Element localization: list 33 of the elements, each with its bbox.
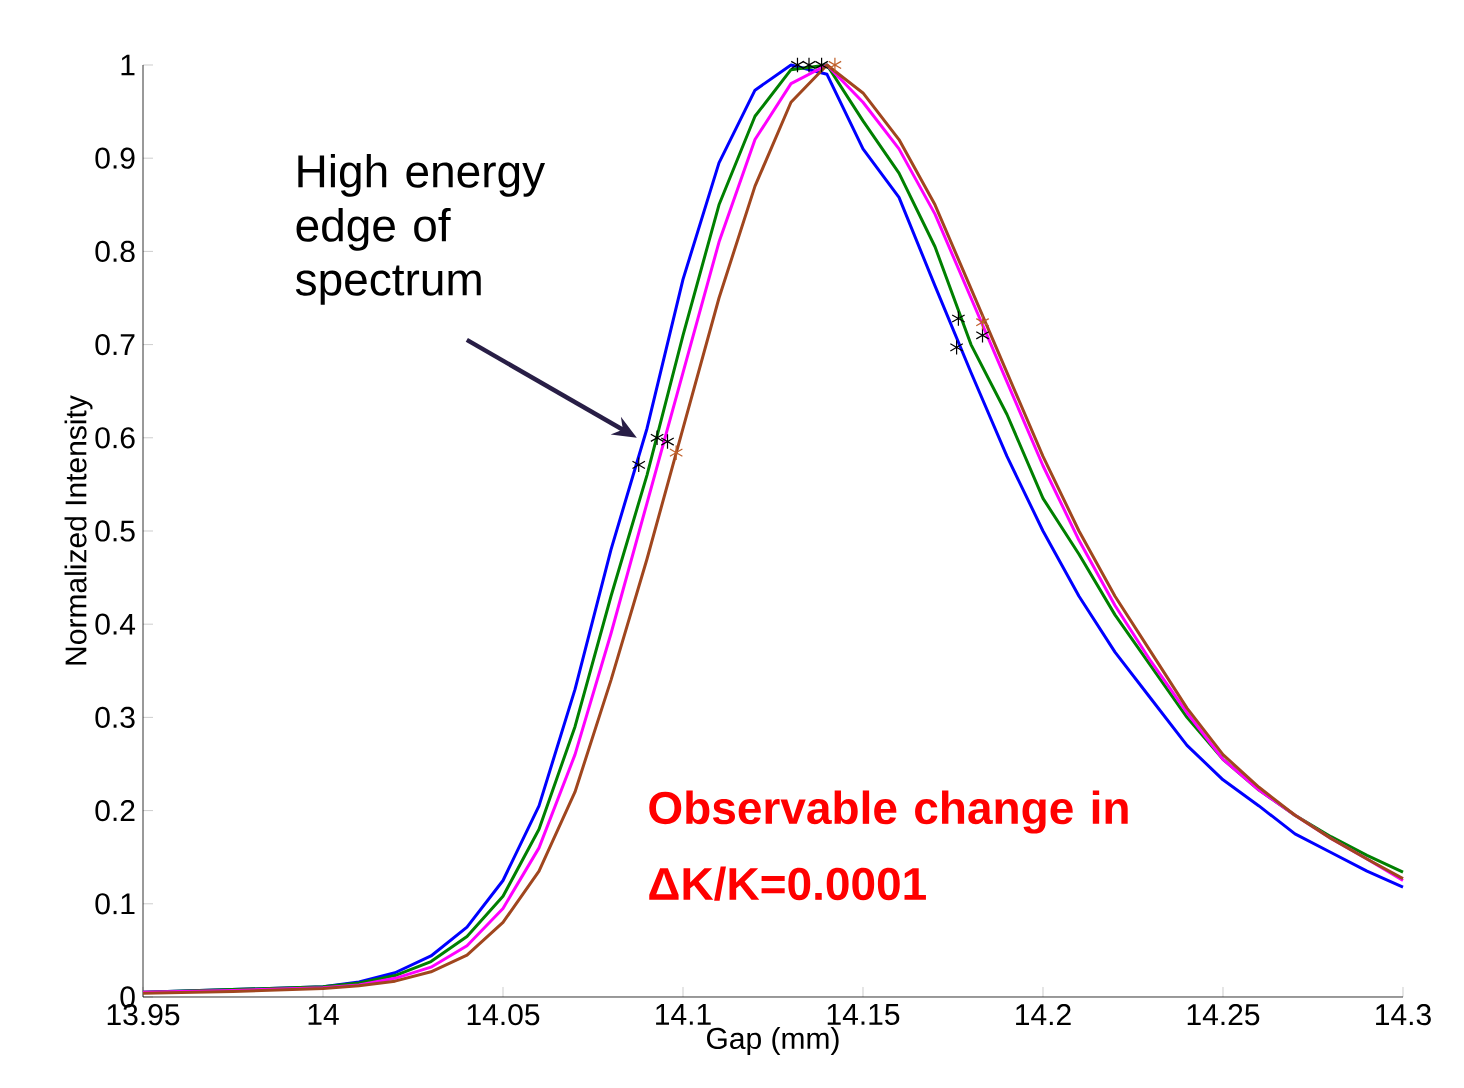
point <box>650 429 664 446</box>
point <box>669 444 683 461</box>
x-tick-label: 14.3 <box>1376 1004 1431 1026</box>
point <box>975 327 990 344</box>
point <box>975 314 990 331</box>
y-tick-label: 1 <box>121 54 135 76</box>
y-tick-label: 0.4 <box>95 613 136 635</box>
y-tick-label: 0.1 <box>95 893 135 915</box>
x-tick-label: 14 <box>308 1004 339 1025</box>
y-tick-label: 0.6 <box>95 427 135 449</box>
point <box>802 57 816 73</box>
point <box>631 457 646 473</box>
x-tick-label: 14.15 <box>827 1004 900 1025</box>
point <box>828 57 842 73</box>
y-axis-title: Normalized Intensity <box>64 395 93 665</box>
point <box>951 310 966 327</box>
point <box>814 57 829 73</box>
x-tick-label: 14.25 <box>1187 1004 1260 1026</box>
point <box>949 339 964 356</box>
x-tick-label: 14.1 <box>656 1004 711 1025</box>
x-tick-label: 14.2 <box>1016 1004 1071 1025</box>
y-tick-label: 0.8 <box>95 240 135 262</box>
y-tick-label: 0.3 <box>95 706 135 728</box>
y-tick-label: 0.2 <box>95 799 135 822</box>
x-axis-title: Gap (mm) <box>707 1027 839 1055</box>
point <box>660 433 675 450</box>
y-tick-label: 0.5 <box>95 520 135 542</box>
annotation: High energy edge of spectrum <box>295 153 546 305</box>
annotation: Observable change in ΔK/K=0.0001 <box>649 790 1128 901</box>
x-tick-label: 14.05 <box>467 1004 540 1026</box>
point <box>790 57 805 73</box>
y-tick-label: 0.9 <box>95 147 135 169</box>
y-tick-label: 0.7 <box>95 333 135 356</box>
